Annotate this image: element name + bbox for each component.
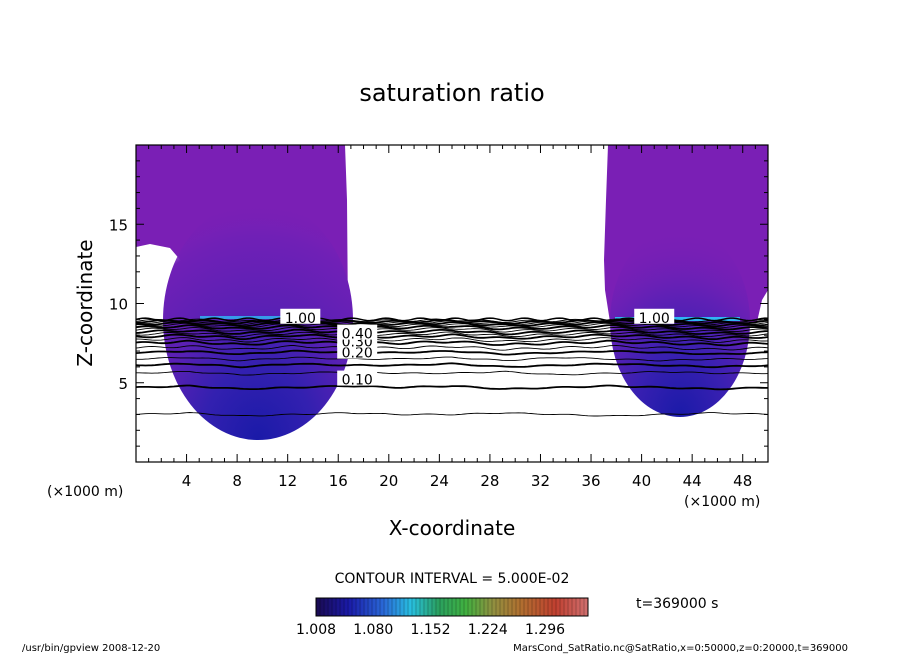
- right-cloud-edge: [615, 317, 740, 321]
- x-tick-label: 24: [430, 472, 449, 490]
- colorbar-ticks: 1.008 1.080 1.152 1.224 1.296: [296, 622, 565, 638]
- contour-label-bg: [337, 370, 378, 386]
- contour-line: [136, 324, 768, 331]
- colorbar-stripes: [319, 598, 585, 616]
- contour-line: [136, 362, 768, 369]
- x-unit-label: (×1000 m): [684, 494, 760, 510]
- contour-line: [136, 370, 768, 376]
- y-tick-label: 15: [109, 216, 128, 234]
- x-tick-label: 20: [379, 472, 398, 490]
- contour-line: [136, 331, 768, 338]
- contour-interval: CONTOUR INTERVAL = 5.000E-02: [335, 571, 570, 587]
- contour-line: [136, 321, 768, 328]
- contour-label-bg: [280, 308, 321, 324]
- x-tick-label: 12: [278, 472, 297, 490]
- contour-line: [136, 356, 768, 362]
- contour-label: 1.00: [639, 311, 670, 327]
- x-tick-label: 36: [581, 472, 600, 490]
- colorbar-tick-label: 1.224: [468, 622, 508, 638]
- y-tick-label: 5: [118, 375, 128, 393]
- colorbar-tick-label: 1.296: [525, 622, 565, 638]
- y-unit-label: (×1000 m): [47, 484, 123, 500]
- contour-label: 1.00: [285, 311, 316, 327]
- contour-line: [136, 345, 768, 351]
- contour-line: [136, 384, 768, 391]
- footer-left: /usr/bin/gpview 2008-12-20: [22, 643, 160, 654]
- footer-right: MarsCond_SatRatio.nc@SatRatio,x=0:50000,…: [513, 643, 848, 654]
- contour-label-bg: [337, 324, 378, 340]
- contour-line: [136, 412, 768, 417]
- x-tick-label: 4: [182, 472, 192, 490]
- x-tick-label: 16: [329, 472, 348, 490]
- time-label: t=369000 s: [636, 596, 718, 612]
- y-axis: 5 10 15: [109, 160, 768, 447]
- y-axis-title: Z-coordinate: [73, 239, 97, 366]
- y-tick-label: 10: [109, 296, 128, 314]
- x-tick-label: 48: [733, 472, 752, 490]
- contour-line: [136, 326, 768, 333]
- plot-area: 0.100.200.300.401.00 1.00: [136, 145, 768, 440]
- left-cloud-edge: [200, 316, 320, 319]
- contour-label: 0.10: [342, 373, 373, 389]
- contour-line: [136, 333, 768, 341]
- colorbar-tick-label: 1.152: [410, 622, 450, 638]
- contour-label-bg: [634, 308, 675, 324]
- colorbar-tick-label: 1.008: [296, 622, 336, 638]
- contour-lines: [136, 317, 768, 417]
- contour-line: [136, 349, 768, 356]
- x-tick-label: 44: [683, 472, 702, 490]
- contour-labels: 0.100.200.300.401.00 1.00: [280, 308, 675, 389]
- x-tick-label: 40: [632, 472, 651, 490]
- x-axis-title: X-coordinate: [389, 516, 516, 540]
- contour-line: [136, 328, 768, 336]
- contour-label: 0.20: [342, 346, 373, 362]
- contour-label: 0.40: [342, 327, 373, 343]
- contour-line: [136, 337, 768, 343]
- chart-title: saturation ratio: [359, 79, 544, 107]
- x-axis: 4 8 12 16 20 24 28 32 36 40 44 48: [148, 145, 756, 490]
- x-tick-label: 28: [480, 472, 499, 490]
- colorbar-tick-label: 1.080: [353, 622, 393, 638]
- x-tick-label: 32: [531, 472, 550, 490]
- x-tick-label: 8: [232, 472, 242, 490]
- contour-line: [136, 339, 768, 347]
